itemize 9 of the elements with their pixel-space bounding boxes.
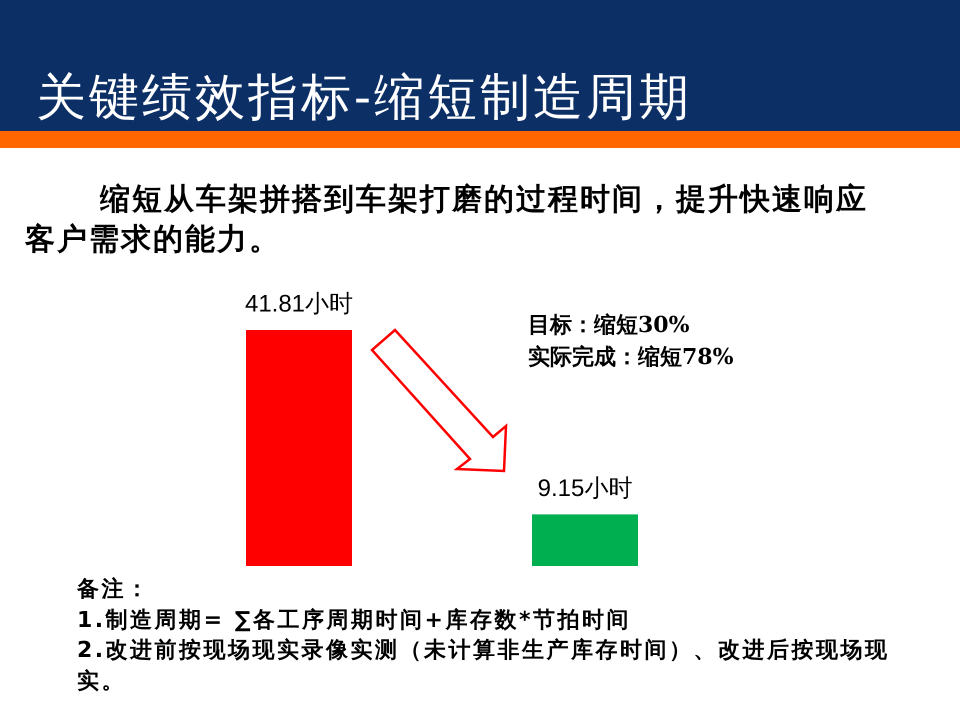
text: 1.制造周期= ∑各工序周期时间+库存数*节拍时间 — [77, 606, 632, 634]
annotation: 目标：缩短30% — [528, 311, 691, 340]
chart-subtitle: 缩短从车架拼搭到车架打磨的过程时间，提升快速响应客户需求的能力。 — [25, 181, 869, 259]
annotation: 实际完成：缩短78% — [528, 343, 734, 372]
data-label: 41.81小时 — [244, 290, 354, 318]
chart-title: 关键绩效指标-缩短制造周期 — [36, 67, 692, 128]
data-label: 9.15小时 — [538, 474, 632, 502]
text: 备注： — [77, 576, 152, 604]
text: 2.改进前按现场现实录像实测（未计算非生产库存时间）、改进后按现场现实。 — [77, 636, 891, 696]
